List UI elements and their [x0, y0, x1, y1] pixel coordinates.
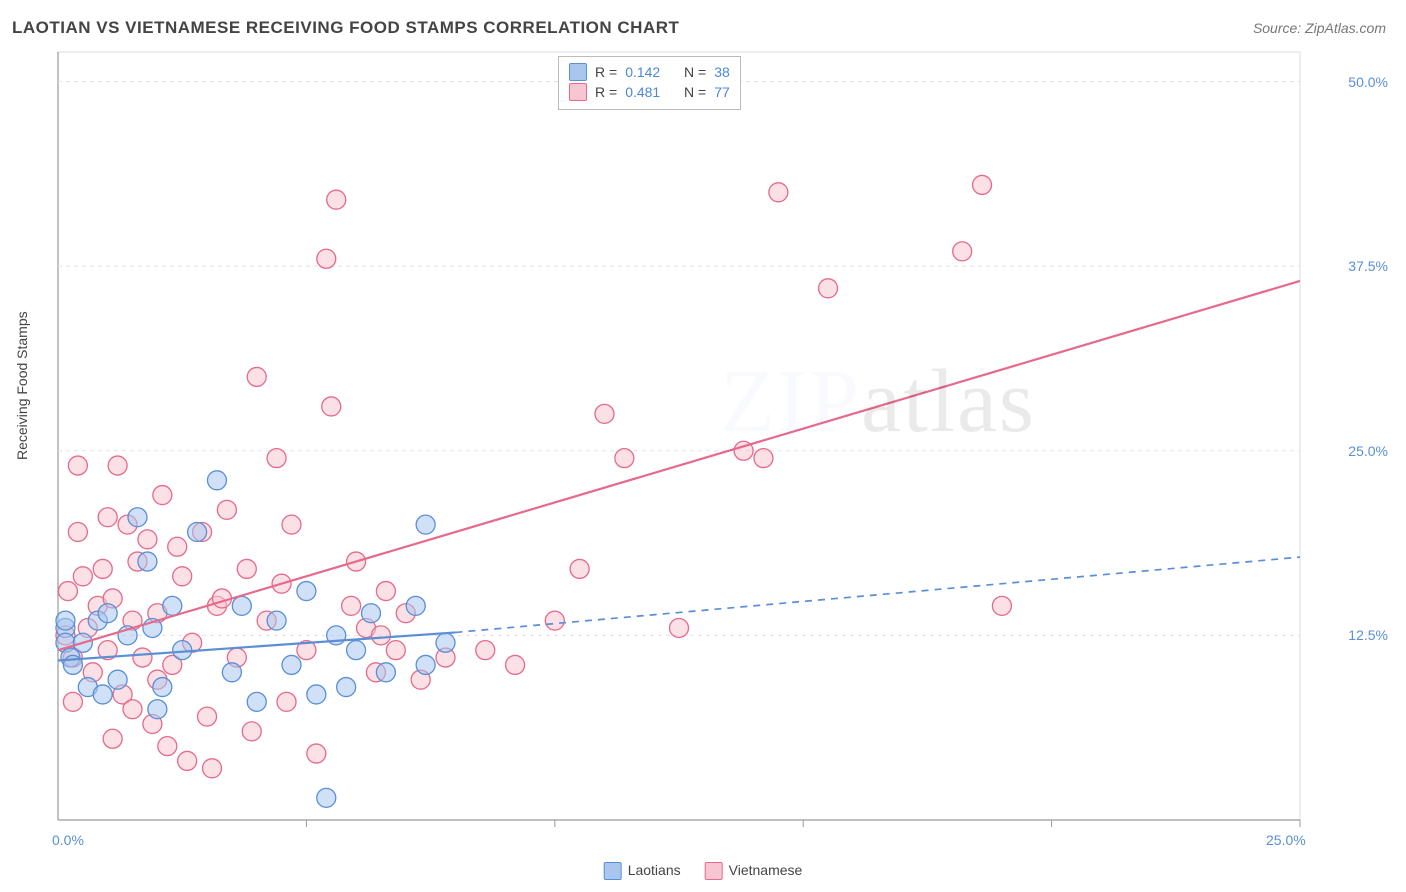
- swatch-pink: [569, 83, 587, 101]
- x-tick-left: 0.0%: [52, 832, 84, 848]
- n-value-pink: 77: [714, 84, 730, 100]
- series-label-pink: Vietnamese: [729, 862, 803, 878]
- swatch-blue: [569, 63, 587, 81]
- n-value-blue: 38: [714, 64, 730, 80]
- series-legend: Laotians Vietnamese: [604, 862, 803, 880]
- r-value-blue: 0.142: [625, 64, 660, 80]
- r-label: R =: [595, 84, 617, 100]
- swatch-blue-bottom: [604, 862, 622, 880]
- series-label-blue: Laotians: [628, 862, 681, 878]
- r-label: R =: [595, 64, 617, 80]
- legend-row-blue: R = 0.142 N = 38: [569, 63, 730, 81]
- correlation-legend: R = 0.142 N = 38 R = 0.481 N = 77: [558, 56, 741, 110]
- r-value-pink: 0.481: [625, 84, 660, 100]
- legend-row-pink: R = 0.481 N = 77: [569, 83, 730, 101]
- chart-container: LAOTIAN VS VIETNAMESE RECEIVING FOOD STA…: [0, 0, 1406, 892]
- scatter-plot: [0, 0, 1406, 892]
- n-label: N =: [684, 64, 706, 80]
- n-label: N =: [684, 84, 706, 100]
- x-tick-right: 25.0%: [1266, 832, 1306, 848]
- swatch-pink-bottom: [705, 862, 723, 880]
- legend-item-pink: Vietnamese: [705, 862, 803, 880]
- legend-item-blue: Laotians: [604, 862, 681, 880]
